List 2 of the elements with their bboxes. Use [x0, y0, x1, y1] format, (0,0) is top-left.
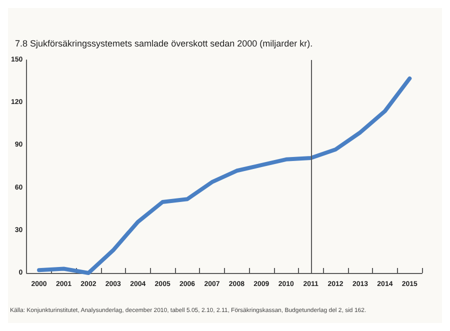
- chart-title: 7.8 Sjukförsäkringssystemets samlade överskott sedan 2000 (miljarder kr).: [15, 38, 313, 48]
- line-series: [37, 76, 412, 275]
